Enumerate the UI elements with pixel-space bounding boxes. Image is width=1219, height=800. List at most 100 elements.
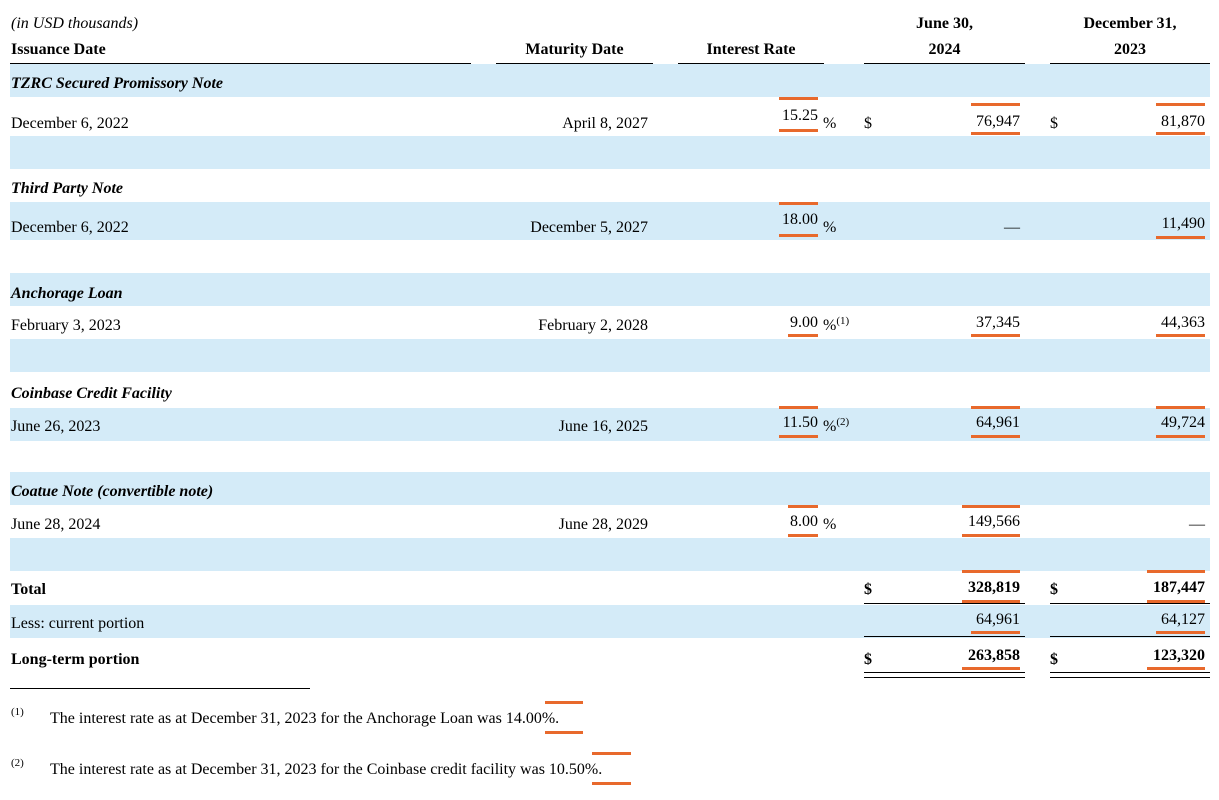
current-june-value: 64,961 bbox=[976, 611, 1020, 628]
row-band bbox=[10, 605, 1210, 638]
row-band bbox=[10, 538, 1210, 571]
row-band bbox=[10, 64, 1210, 97]
highlight-mark bbox=[788, 334, 818, 337]
section-title: Anchorage Loan bbox=[11, 285, 123, 302]
highlight-mark bbox=[971, 103, 1020, 106]
highlight-mark bbox=[962, 570, 1020, 573]
december-value: 11,490 bbox=[1161, 215, 1205, 232]
june-value: 64,961 bbox=[976, 414, 1020, 431]
dollar-sign: $ bbox=[1050, 581, 1058, 598]
current-december-value: 64,127 bbox=[1161, 611, 1205, 628]
footnote-text: The interest rate as at December 31, 202… bbox=[50, 760, 602, 780]
percent-sign: %(1) bbox=[823, 315, 850, 337]
maturity-date: December 5, 2027 bbox=[530, 219, 648, 236]
dollar-sign: $ bbox=[1050, 651, 1058, 668]
total-june-value: 328,819 bbox=[968, 579, 1020, 596]
highlight-mark bbox=[788, 505, 818, 508]
highlight-mark bbox=[1156, 631, 1205, 634]
row-band bbox=[10, 273, 1210, 306]
issuance-date: December 6, 2022 bbox=[11, 219, 129, 236]
highlight-mark bbox=[971, 631, 1020, 634]
highlight-mark bbox=[971, 406, 1020, 409]
percent-sign: % bbox=[823, 115, 837, 132]
december-value: — bbox=[1189, 516, 1205, 533]
footnote-value: 10.50% bbox=[548, 761, 599, 778]
footnote-rule bbox=[10, 688, 310, 689]
june-value: — bbox=[1004, 219, 1020, 236]
col-header-issuance: Issuance Date bbox=[11, 41, 106, 58]
highlight-mark bbox=[1156, 334, 1205, 337]
total-december-value: 187,447 bbox=[1153, 579, 1205, 596]
highlight-mark bbox=[1156, 406, 1205, 409]
highlight-mark bbox=[1147, 667, 1205, 670]
long-term-june-value: 263,858 bbox=[968, 647, 1020, 664]
dollar-sign: $ bbox=[864, 115, 872, 132]
dollar-sign: $ bbox=[1050, 115, 1058, 132]
row-band bbox=[10, 339, 1210, 372]
section-title: Coinbase Credit Facility bbox=[11, 385, 172, 402]
issuance-date: June 26, 2023 bbox=[11, 418, 101, 435]
current-rule bbox=[1050, 636, 1210, 637]
highlight-mark bbox=[971, 334, 1020, 337]
header-rule bbox=[1050, 63, 1210, 64]
highlight-mark bbox=[788, 534, 818, 537]
col-header-rate: Interest Rate bbox=[706, 41, 796, 58]
col-header-dec-line2: 2023 bbox=[1114, 41, 1146, 58]
header-rule bbox=[10, 63, 471, 64]
dollar-sign: $ bbox=[864, 651, 872, 668]
current-rule bbox=[864, 636, 1025, 637]
interest-rate: 11.50 bbox=[782, 414, 818, 431]
row-band bbox=[10, 202, 1210, 240]
june-value: 76,947 bbox=[976, 113, 1020, 130]
units-note: (in USD thousands) bbox=[11, 15, 139, 32]
total-rule bbox=[1050, 603, 1210, 604]
highlight-mark bbox=[592, 752, 631, 755]
col-header-dec-line1: December 31, bbox=[1083, 15, 1177, 32]
maturity-date: June 28, 2029 bbox=[558, 516, 648, 533]
double-underline bbox=[864, 672, 1025, 678]
issuance-date: December 6, 2022 bbox=[11, 115, 129, 132]
highlight-mark bbox=[779, 435, 818, 438]
december-value: 44,363 bbox=[1161, 314, 1205, 331]
total-rule bbox=[864, 603, 1025, 604]
highlight-mark bbox=[962, 600, 1020, 603]
highlight-mark bbox=[1156, 435, 1205, 438]
highlight-mark bbox=[779, 406, 818, 409]
maturity-date: April 8, 2027 bbox=[562, 115, 648, 132]
maturity-date: June 16, 2025 bbox=[558, 418, 648, 435]
header-rule bbox=[864, 63, 1025, 64]
june-value: 149,566 bbox=[968, 513, 1020, 530]
highlight-mark bbox=[1156, 132, 1205, 135]
highlight-mark bbox=[545, 701, 583, 704]
double-underline bbox=[1050, 672, 1210, 678]
maturity-date: February 2, 2028 bbox=[538, 317, 648, 334]
row-band bbox=[10, 472, 1210, 505]
footnote-mark: (1) bbox=[11, 706, 24, 718]
footnote-ref: (2) bbox=[836, 416, 850, 428]
header-rule bbox=[496, 63, 653, 64]
footnote-mark: (2) bbox=[11, 757, 24, 769]
footnote-end: . bbox=[598, 761, 603, 778]
december-value: 81,870 bbox=[1161, 113, 1205, 130]
percent-sign-text: % bbox=[823, 317, 837, 334]
section-title: Coatue Note (convertible note) bbox=[11, 483, 214, 500]
col-header-maturity: Maturity Date bbox=[525, 41, 624, 58]
interest-rate: 15.25 bbox=[782, 107, 818, 124]
footnote-text: The interest rate as at December 31, 202… bbox=[50, 709, 559, 729]
footnote-ref: (1) bbox=[836, 315, 850, 327]
highlight-mark bbox=[779, 202, 818, 205]
issuance-date: February 3, 2023 bbox=[11, 317, 121, 334]
footnote-value: 14.00% bbox=[505, 710, 556, 727]
highlight-mark bbox=[962, 667, 1020, 670]
footnote-end: . bbox=[555, 710, 560, 727]
current-portion-label: Less: current portion bbox=[11, 615, 145, 632]
long-term-december-value: 123,320 bbox=[1153, 647, 1205, 664]
highlight-mark bbox=[962, 534, 1020, 537]
col-header-june-line1: June 30, bbox=[916, 15, 973, 32]
highlight-mark bbox=[962, 505, 1020, 508]
col-header-june-line2: 2024 bbox=[928, 41, 961, 58]
highlight-mark bbox=[779, 129, 818, 132]
dollar-sign: $ bbox=[864, 581, 872, 598]
highlight-mark bbox=[971, 435, 1020, 438]
footnote-body: The interest rate as at December 31, 202… bbox=[50, 710, 506, 727]
